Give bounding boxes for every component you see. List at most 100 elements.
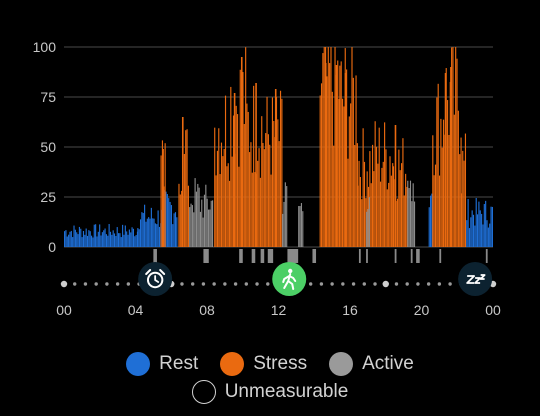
timeline-dot bbox=[266, 282, 270, 286]
legend-item-rest: Rest bbox=[126, 352, 198, 376]
bar-stress bbox=[438, 175, 441, 247]
timeline-dot bbox=[448, 282, 452, 286]
bar-stress bbox=[278, 141, 280, 247]
bar-stress bbox=[334, 47, 336, 247]
legend-swatch-rest bbox=[126, 352, 151, 376]
bar-active bbox=[282, 213, 284, 247]
bar-stress bbox=[323, 47, 325, 247]
bar-rest bbox=[470, 217, 472, 247]
bar-stress bbox=[406, 186, 408, 247]
bar-rest bbox=[97, 231, 99, 247]
bar-rest bbox=[142, 213, 144, 247]
timeline-dot bbox=[437, 282, 442, 286]
bar-stress bbox=[247, 111, 249, 248]
legend-label-active: Active bbox=[362, 353, 414, 374]
bar-stress bbox=[178, 183, 180, 247]
bar-rest bbox=[128, 229, 130, 247]
bar-rest bbox=[93, 224, 95, 247]
bar-stress bbox=[440, 118, 442, 247]
bar-rest bbox=[118, 233, 120, 247]
legend-swatch-unmeasurable bbox=[191, 380, 216, 404]
bar-active bbox=[302, 211, 304, 247]
bar-stress bbox=[214, 127, 216, 247]
bar-rest bbox=[472, 214, 475, 247]
timeline-dot bbox=[405, 282, 409, 286]
bar-stress bbox=[262, 142, 264, 247]
bar-rest bbox=[104, 228, 106, 247]
bar-rest bbox=[84, 234, 86, 247]
activity-band-tick bbox=[366, 249, 368, 263]
bar-active bbox=[284, 182, 286, 247]
bar-rest bbox=[145, 221, 147, 247]
bar-peak-stress bbox=[162, 149, 164, 247]
activity-band-tick bbox=[439, 249, 442, 263]
legend-unmeasurable: Unmeasurable bbox=[0, 380, 540, 404]
bar-active bbox=[412, 183, 414, 247]
bar-stress bbox=[386, 189, 388, 247]
bar-rest bbox=[89, 231, 91, 247]
timeline-dot bbox=[255, 282, 259, 286]
bar-stress bbox=[463, 160, 465, 247]
bar-stress bbox=[250, 142, 252, 247]
bar-rest bbox=[100, 235, 102, 247]
bar-stress bbox=[223, 149, 225, 247]
legend-label-stress: Stress bbox=[253, 353, 308, 374]
bar-rest bbox=[431, 193, 433, 247]
bar-stress bbox=[265, 133, 267, 247]
bar-rest bbox=[158, 226, 161, 247]
timeline-dot bbox=[351, 282, 356, 286]
sleep-zzz-icon[interactable] bbox=[458, 262, 493, 296]
bar-stress bbox=[281, 98, 283, 247]
bar-peak-stress bbox=[324, 63, 327, 247]
bar-stress bbox=[355, 75, 357, 248]
bar-stress bbox=[179, 194, 181, 247]
legend-item-active: Active bbox=[329, 352, 414, 376]
bar-rest bbox=[69, 231, 71, 247]
bar-rest bbox=[491, 206, 493, 247]
bar-rest bbox=[82, 231, 85, 247]
bar-stress bbox=[381, 167, 383, 247]
bar-stress bbox=[379, 181, 382, 247]
activity-band-tick bbox=[251, 249, 256, 263]
bar-active bbox=[205, 184, 207, 247]
activity-band-tick bbox=[358, 249, 361, 263]
bar-active bbox=[209, 209, 211, 247]
walking-person-icon[interactable] bbox=[272, 262, 307, 296]
activity-band-tick bbox=[260, 249, 265, 263]
bar-stress bbox=[437, 83, 439, 247]
alarm-clock-icon[interactable] bbox=[138, 262, 173, 296]
bar-stress bbox=[343, 106, 345, 248]
bar-rest bbox=[468, 228, 471, 247]
bar-rest bbox=[481, 213, 483, 247]
timeline-dot bbox=[201, 282, 206, 286]
bar-rest bbox=[103, 230, 105, 247]
bar-rest bbox=[141, 212, 143, 247]
bar-stress bbox=[340, 61, 342, 247]
activity-band-tick bbox=[416, 249, 420, 263]
timeline-dot bbox=[212, 282, 216, 286]
bar-rest bbox=[78, 226, 80, 247]
bar-stress bbox=[239, 69, 241, 247]
bar-active bbox=[194, 178, 196, 247]
timeline-markers[interactable] bbox=[138, 262, 493, 296]
activity-band-tick bbox=[239, 249, 243, 263]
timeline-dot bbox=[105, 282, 109, 286]
bar-active bbox=[210, 200, 212, 247]
bar-stress bbox=[320, 83, 323, 247]
bar-stress bbox=[230, 86, 232, 247]
bar-active bbox=[191, 205, 193, 247]
bar-rest bbox=[64, 231, 66, 247]
bar-active bbox=[368, 197, 370, 247]
bar-rest bbox=[467, 199, 469, 247]
bar-rest bbox=[153, 218, 155, 247]
bar-stress bbox=[366, 171, 368, 247]
x-tick-label: 12 bbox=[271, 302, 287, 318]
bar-stress bbox=[319, 95, 321, 248]
bar-stress bbox=[326, 76, 328, 247]
bar-stress bbox=[457, 110, 459, 247]
bar-rest bbox=[152, 218, 154, 247]
bar-stress bbox=[382, 161, 384, 247]
legend-label-unmeasurable: Unmeasurable bbox=[224, 381, 349, 402]
bar-active bbox=[413, 201, 416, 247]
bar-stress bbox=[238, 166, 240, 247]
